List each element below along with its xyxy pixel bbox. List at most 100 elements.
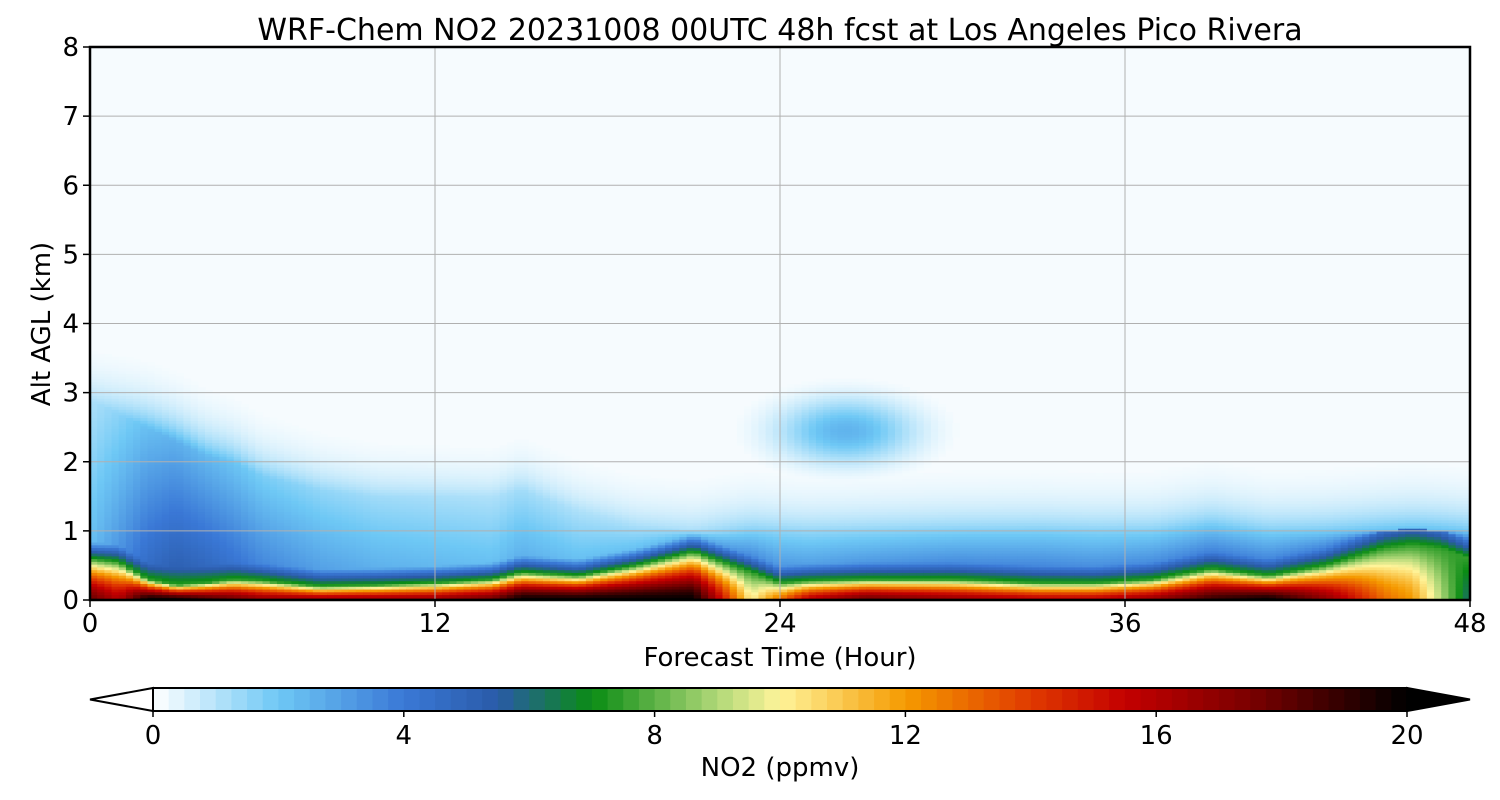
heatmap-cell	[535, 489, 544, 493]
heatmap-cell	[334, 511, 343, 515]
heatmap-cell	[384, 494, 393, 499]
heatmap-cell	[348, 547, 357, 551]
heatmap-cell	[161, 398, 170, 402]
heatmap-cell	[320, 555, 328, 560]
heatmap-cell	[334, 503, 343, 507]
heatmap-cell	[197, 536, 206, 540]
heatmap-cell	[176, 503, 185, 507]
heatmap-cell	[413, 497, 422, 502]
heatmap-cell	[97, 381, 105, 385]
heatmap-cell	[190, 497, 199, 502]
heatmap-cell	[233, 528, 242, 532]
heatmap-cell	[435, 555, 443, 560]
heatmap-cell	[399, 508, 407, 513]
heatmap-cell	[363, 544, 371, 549]
heatmap-cell	[118, 497, 127, 502]
heatmap-cell	[650, 517, 659, 521]
heatmap-cell	[399, 492, 407, 496]
heatmap-cell	[435, 492, 443, 496]
heatmap-cell	[176, 381, 185, 385]
heatmap-cell	[169, 409, 177, 413]
heatmap-cell	[470, 539, 479, 543]
heatmap-cell	[456, 525, 465, 529]
heatmap-cell	[521, 467, 530, 471]
heatmap-cell	[269, 453, 278, 457]
heatmap-cell	[197, 553, 206, 557]
heatmap-cell	[176, 445, 185, 449]
heatmap-cell	[118, 364, 127, 369]
heatmap-cell	[650, 494, 659, 499]
heatmap-cell	[176, 373, 185, 377]
heatmap-cell	[219, 586, 228, 590]
heatmap-cell	[219, 558, 228, 562]
heatmap-cell	[463, 533, 472, 537]
heatmap-cell	[384, 547, 393, 551]
heatmap-cell	[125, 514, 134, 518]
heatmap-cell	[125, 583, 134, 587]
heatmap-cell	[248, 528, 256, 532]
heatmap-cell	[276, 547, 285, 551]
heatmap-cell	[384, 472, 393, 477]
heatmap-cell	[320, 580, 328, 584]
heatmap-cell	[470, 464, 479, 468]
heatmap-cell	[97, 461, 105, 466]
heatmap-cell	[305, 514, 314, 518]
heatmap-cell	[420, 450, 429, 455]
heatmap-cell	[571, 494, 580, 499]
heatmap-cell	[578, 467, 587, 471]
heatmap-cell	[226, 533, 235, 537]
heatmap-cell	[521, 497, 530, 502]
heatmap-cell	[521, 594, 530, 598]
heatmap-cell	[348, 505, 357, 510]
heatmap-cell	[104, 586, 113, 590]
heatmap-cell	[355, 594, 364, 598]
heatmap-cell	[499, 508, 508, 513]
heatmap-cell	[276, 566, 285, 571]
heatmap-cell	[571, 533, 580, 537]
heatmap-cell	[413, 555, 422, 560]
heatmap-cell	[233, 564, 242, 568]
heatmap-cell	[377, 511, 386, 515]
heatmap-cell	[492, 478, 501, 482]
heatmap-cell	[427, 511, 436, 515]
heatmap-cell	[276, 583, 285, 587]
heatmap-cell	[97, 447, 105, 452]
heatmap-cell	[284, 500, 292, 504]
heatmap-cell	[478, 522, 486, 526]
heatmap-cell	[147, 494, 156, 499]
heatmap-cell	[629, 547, 637, 551]
heatmap-cell	[312, 514, 321, 518]
heatmap-cell	[111, 519, 120, 524]
heatmap-cell	[506, 550, 515, 554]
heatmap-cell	[269, 500, 278, 504]
heatmap-cell	[528, 586, 537, 590]
heatmap-cell	[521, 494, 530, 499]
heatmap-cell	[607, 547, 616, 551]
heatmap-cell	[384, 544, 393, 549]
heatmap-cell	[111, 561, 120, 565]
heatmap-cell	[341, 572, 350, 576]
heatmap-cell	[463, 514, 472, 518]
heatmap-cell	[140, 583, 149, 587]
heatmap-cell	[650, 553, 659, 557]
heatmap-cell	[197, 431, 206, 435]
heatmap-cell	[391, 544, 400, 549]
heatmap-cell	[485, 481, 494, 485]
heatmap-cell	[435, 483, 443, 488]
heatmap-cell	[571, 566, 580, 571]
heatmap-cell	[305, 447, 314, 452]
heatmap-cell	[248, 517, 256, 521]
heatmap-cell	[550, 519, 558, 524]
heatmap-cell	[276, 561, 285, 565]
heatmap-cell	[557, 464, 565, 468]
heatmap-cell	[147, 442, 156, 446]
heatmap-cell	[176, 588, 185, 593]
heatmap-cell	[269, 586, 278, 590]
heatmap-cell	[535, 583, 544, 587]
heatmap-cell	[104, 525, 113, 529]
heatmap-cell	[90, 423, 98, 427]
heatmap-cell	[492, 492, 501, 496]
heatmap-cell	[140, 378, 149, 383]
heatmap-cell	[650, 508, 659, 513]
heatmap-cell	[585, 525, 594, 529]
